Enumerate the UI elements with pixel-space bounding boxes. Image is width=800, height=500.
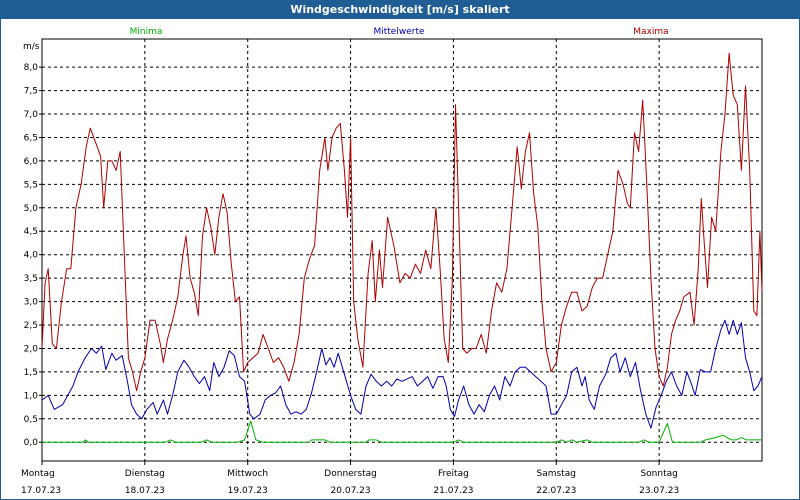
- y-tick-label: 1,0: [24, 391, 39, 401]
- x-day-label: Sonntag: [640, 469, 677, 479]
- x-date-label: 19.07.23: [228, 486, 268, 496]
- y-tick-label: 5,0: [24, 204, 39, 214]
- y-tick-label: 3,5: [24, 274, 38, 284]
- legend-maxima: Maxima: [633, 27, 668, 37]
- legend-mittelwerte: Mittelwerte: [373, 27, 424, 37]
- y-tick-label: 2,5: [24, 321, 38, 331]
- y-tick-label: 4,5: [24, 227, 38, 237]
- y-tick-label: 1,5: [24, 368, 38, 378]
- series-line-minima: [42, 420, 762, 443]
- y-tick-label: 7,5: [24, 87, 38, 97]
- series-line-mittelwerte: [41, 319, 763, 429]
- y-tick-label: 5,5: [24, 180, 38, 190]
- x-date-label: 20.07.23: [331, 486, 371, 496]
- y-tick-label: 2,0: [24, 344, 39, 354]
- y-tick-label: 4,0: [24, 251, 39, 261]
- y-axis-unit: m/s: [23, 42, 40, 52]
- plot-frame: [41, 38, 763, 462]
- x-date-label: 23.07.23: [639, 486, 679, 496]
- y-tick-label: 0,0: [24, 438, 39, 448]
- y-tick-label: 0,5: [24, 415, 38, 425]
- y-tick-label: 6,5: [24, 133, 38, 143]
- y-tick-label: 8,0: [24, 63, 39, 73]
- y-tick-label: 6,0: [24, 157, 39, 167]
- x-date-label: 17.07.23: [21, 486, 61, 496]
- series-line-maxima: [41, 52, 763, 392]
- x-day-label: Mittwoch: [227, 469, 268, 479]
- y-tick-label: 3,0: [24, 298, 39, 308]
- chart-title: Windgeschwindigkeit [m/s] skaliert: [1, 1, 799, 19]
- x-day-label: Freitag: [438, 469, 469, 479]
- x-day-label: Dienstag: [125, 469, 165, 479]
- x-day-label: Samstag: [537, 469, 576, 479]
- x-date-label: 21.07.23: [433, 486, 473, 496]
- x-date-label: 18.07.23: [125, 486, 165, 496]
- y-tick-label: 7,0: [24, 110, 39, 120]
- x-day-label: Montag: [21, 469, 55, 479]
- legend-minima: Minima: [130, 27, 163, 37]
- x-day-label: Donnerstag: [324, 469, 377, 479]
- x-date-label: 22.07.23: [536, 486, 576, 496]
